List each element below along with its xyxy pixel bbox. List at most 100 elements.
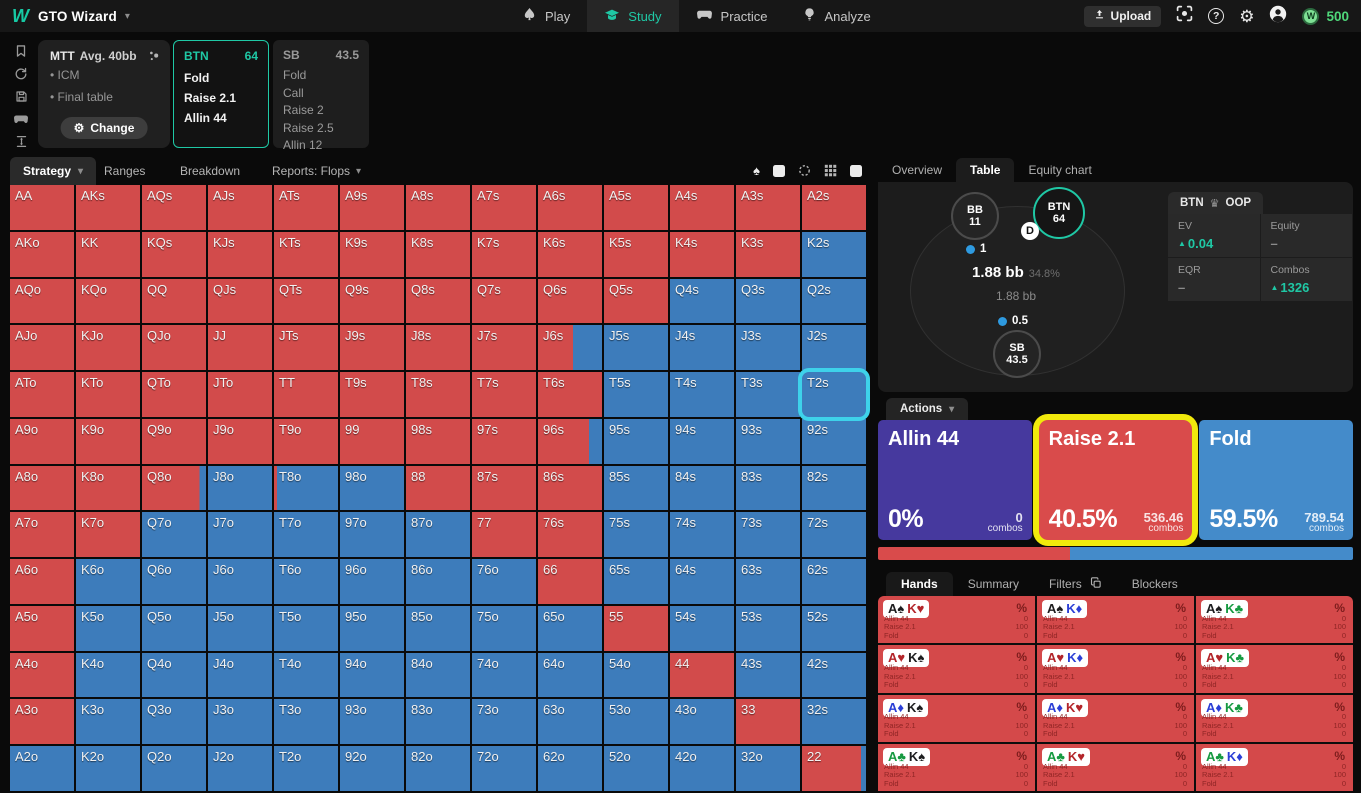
matrix-cell-Q7o[interactable]: Q7o [142, 512, 206, 558]
matrix-cell-Q8s[interactable]: Q8s [406, 278, 470, 324]
matrix-cell-T9s[interactable]: T9s [340, 372, 404, 417]
matrix-cell-T7s[interactable]: T7s [472, 372, 536, 417]
matrix-cell-QQ[interactable]: QQ [142, 278, 206, 324]
matrix-cell-AJs[interactable]: AJs [208, 185, 272, 230]
matrix-cell-KJs[interactable]: KJs [208, 231, 272, 277]
matrix-cell-72s[interactable]: 72s [802, 512, 866, 558]
matrix-cell-Q5o[interactable]: Q5o [142, 605, 206, 651]
matrix-cell-JTo[interactable]: JTo [208, 372, 272, 417]
tab-overview[interactable]: Overview [878, 158, 956, 182]
matrix-cell-Q6s[interactable]: Q6s [538, 278, 602, 324]
tab-ranges[interactable]: Ranges [104, 157, 145, 185]
matrix-cell-A3o[interactable]: A3o [10, 699, 74, 745]
matrix-cell-87o[interactable]: 87o [406, 512, 470, 558]
hand-combo-card[interactable]: A♣ K♥% Allin 44 0 Raise 2.1 100 Fold 0 [1037, 743, 1194, 791]
matrix-cell-T8o[interactable]: T8o [274, 465, 338, 511]
matrix-cell-Q8o[interactable]: Q8o [142, 465, 206, 511]
matrix-cell-Q2o[interactable]: Q2o [142, 746, 206, 791]
matrix-cell-A7s[interactable]: A7s [472, 185, 536, 230]
matrix-cell-97s[interactable]: 97s [472, 418, 536, 464]
matrix-cell-85s[interactable]: 85s [604, 465, 668, 511]
settings-gear-icon[interactable]: ⚙ [1239, 6, 1255, 26]
matrix-cell-64s[interactable]: 64s [670, 559, 734, 604]
matrix-cell-97o[interactable]: 97o [340, 512, 404, 558]
matrix-cell-J7s[interactable]: J7s [472, 325, 536, 371]
matrix-cell-86s[interactable]: 86s [538, 465, 602, 511]
matrix-cell-J5s[interactable]: J5s [604, 325, 668, 371]
nav-study[interactable]: Study [587, 0, 679, 32]
matrix-cell-32s[interactable]: 32s [802, 699, 866, 745]
hand-combo-card[interactable]: A♥ K♦% Allin 44 0 Raise 2.1 100 Fold 0 [1037, 645, 1194, 693]
matrix-cell-J4o[interactable]: J4o [208, 652, 272, 698]
matrix-cell-93s[interactable]: 93s [736, 418, 800, 464]
matrix-cell-AA[interactable]: AA [10, 185, 74, 230]
matrix-cell-96s[interactable]: 96s [538, 418, 602, 464]
matrix-cell-A6s[interactable]: A6s [538, 185, 602, 230]
matrix-cell-T2s[interactable]: T2s [802, 372, 866, 417]
matrix-cell-75s[interactable]: 75s [604, 512, 668, 558]
help-icon[interactable]: ? [1208, 8, 1225, 24]
matrix-cell-Q6o[interactable]: Q6o [142, 559, 206, 604]
matrix-cell-Q9o[interactable]: Q9o [142, 418, 206, 464]
matrix-cell-A6o[interactable]: A6o [10, 559, 74, 604]
matrix-cell-84o[interactable]: 84o [406, 652, 470, 698]
matrix-cell-K3s[interactable]: K3s [736, 231, 800, 277]
matrix-cell-64o[interactable]: 64o [538, 652, 602, 698]
matrix-cell-94o[interactable]: 94o [340, 652, 404, 698]
matrix-cell-88[interactable]: 88 [406, 465, 470, 511]
matrix-cell-K7o[interactable]: K7o [76, 512, 140, 558]
matrix-cell-73o[interactable]: 73o [472, 699, 536, 745]
matrix-cell-J6o[interactable]: J6o [208, 559, 272, 604]
matrix-cell-82s[interactable]: 82s [802, 465, 866, 511]
tab-strategy[interactable]: Strategy ▾ [10, 157, 97, 185]
matrix-cell-62o[interactable]: 62o [538, 746, 602, 791]
matrix-cell-K5s[interactable]: K5s [604, 231, 668, 277]
matrix-cell-AJo[interactable]: AJo [10, 325, 74, 371]
matrix-cell-54s[interactable]: 54s [670, 605, 734, 651]
matrix-cell-98o[interactable]: 98o [340, 465, 404, 511]
matrix-cell-K2s[interactable]: K2s [802, 231, 866, 277]
matrix-cell-Q3s[interactable]: Q3s [736, 278, 800, 324]
matrix-cell-QTs[interactable]: QTs [274, 278, 338, 324]
matrix-cell-JJ[interactable]: JJ [208, 325, 272, 371]
matrix-cell-Q5s[interactable]: Q5s [604, 278, 668, 324]
matrix-cell-42o[interactable]: 42o [670, 746, 734, 791]
matrix-cell-J3s[interactable]: J3s [736, 325, 800, 371]
hand-combo-card[interactable]: A♣ K♦% Allin 44 0 Raise 2.1 100 Fold 0 [1196, 743, 1353, 791]
hand-combo-card[interactable]: A♦ K♥% Allin 44 0 Raise 2.1 100 Fold 0 [1037, 694, 1194, 742]
crosshair-icon[interactable] [798, 164, 811, 177]
matrix-cell-TT[interactable]: TT [274, 372, 338, 417]
matrix-cell-T6s[interactable]: T6s [538, 372, 602, 417]
matrix-cell-A5o[interactable]: A5o [10, 605, 74, 651]
matrix-cell-J3o[interactable]: J3o [208, 699, 272, 745]
change-button[interactable]: ⚙ Change [60, 117, 148, 139]
matrix-cell-Q9s[interactable]: Q9s [340, 278, 404, 324]
matrix-cell-K9s[interactable]: K9s [340, 231, 404, 277]
matrix-cell-74s[interactable]: 74s [670, 512, 734, 558]
upload-button[interactable]: Upload [1083, 5, 1162, 27]
matrix-cell-K4o[interactable]: K4o [76, 652, 140, 698]
matrix-cell-K3o[interactable]: K3o [76, 699, 140, 745]
practice-gamepad-icon[interactable] [12, 110, 30, 128]
matrix-cell-82o[interactable]: 82o [406, 746, 470, 791]
matrix-cell-43o[interactable]: 43o [670, 699, 734, 745]
matrix-cell-98s[interactable]: 98s [406, 418, 470, 464]
matrix-cell-76s[interactable]: 76s [538, 512, 602, 558]
matrix-cell-J9s[interactable]: J9s [340, 325, 404, 371]
matrix-cell-J7o[interactable]: J7o [208, 512, 272, 558]
matrix-cell-A2s[interactable]: A2s [802, 185, 866, 230]
matrix-cell-K7s[interactable]: K7s [472, 231, 536, 277]
matrix-cell-93o[interactable]: 93o [340, 699, 404, 745]
matrix-cell-52o[interactable]: 52o [604, 746, 668, 791]
matrix-cell-JTs[interactable]: JTs [274, 325, 338, 371]
matrix-cell-A9s[interactable]: A9s [340, 185, 404, 230]
matrix-cell-T3o[interactable]: T3o [274, 699, 338, 745]
matrix-cell-J6s[interactable]: J6s [538, 325, 602, 371]
scan-icon[interactable] [1176, 5, 1193, 27]
matrix-cell-75o[interactable]: 75o [472, 605, 536, 651]
card-view-icon[interactable] [773, 164, 785, 177]
matrix-cell-55[interactable]: 55 [604, 605, 668, 651]
matrix-cell-J4s[interactable]: J4s [670, 325, 734, 371]
matrix-cell-52s[interactable]: 52s [802, 605, 866, 651]
matrix-cell-J5o[interactable]: J5o [208, 605, 272, 651]
